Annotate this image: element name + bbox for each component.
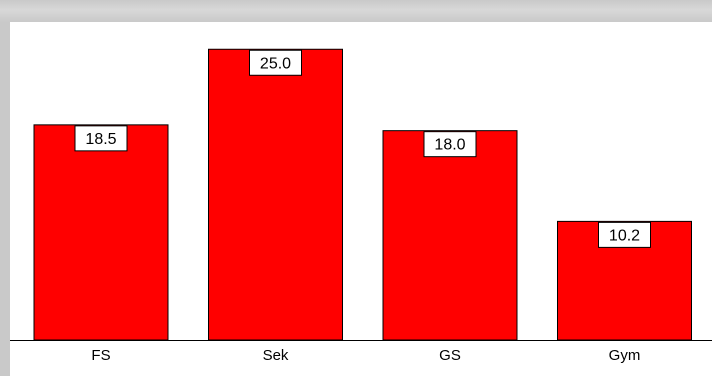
- bar-group-sek: 25.0: [208, 48, 343, 341]
- data-label-box: [74, 125, 128, 152]
- bar-group-gs: 18.0: [382, 130, 518, 341]
- plot-panel: 18.5 FS 25.0 Sek 18.0 GS 10.2 Gym: [10, 22, 712, 376]
- bar-sek: [208, 48, 343, 341]
- data-label-box: [249, 49, 302, 76]
- data-label: 25.0: [260, 55, 291, 72]
- data-label: 10.2: [609, 227, 640, 244]
- data-label-box: [598, 221, 651, 248]
- x-tick-label: Gym: [609, 347, 641, 364]
- data-label-box: [423, 131, 477, 158]
- bar-chart: 18.5 FS 25.0 Sek 18.0 GS 10.2 Gym: [10, 48, 712, 364]
- data-label: 18.5: [85, 131, 116, 148]
- x-tick-label: GS: [439, 347, 461, 364]
- x-tick-label: Sek: [263, 347, 289, 364]
- bar-group-gym: 10.2: [557, 220, 692, 341]
- bar-fs: [33, 124, 169, 341]
- bar-gs: [382, 130, 518, 341]
- x-tick-label: FS: [91, 347, 110, 364]
- bar-group-fs: 18.5: [33, 124, 169, 341]
- data-label: 18.0: [434, 137, 465, 154]
